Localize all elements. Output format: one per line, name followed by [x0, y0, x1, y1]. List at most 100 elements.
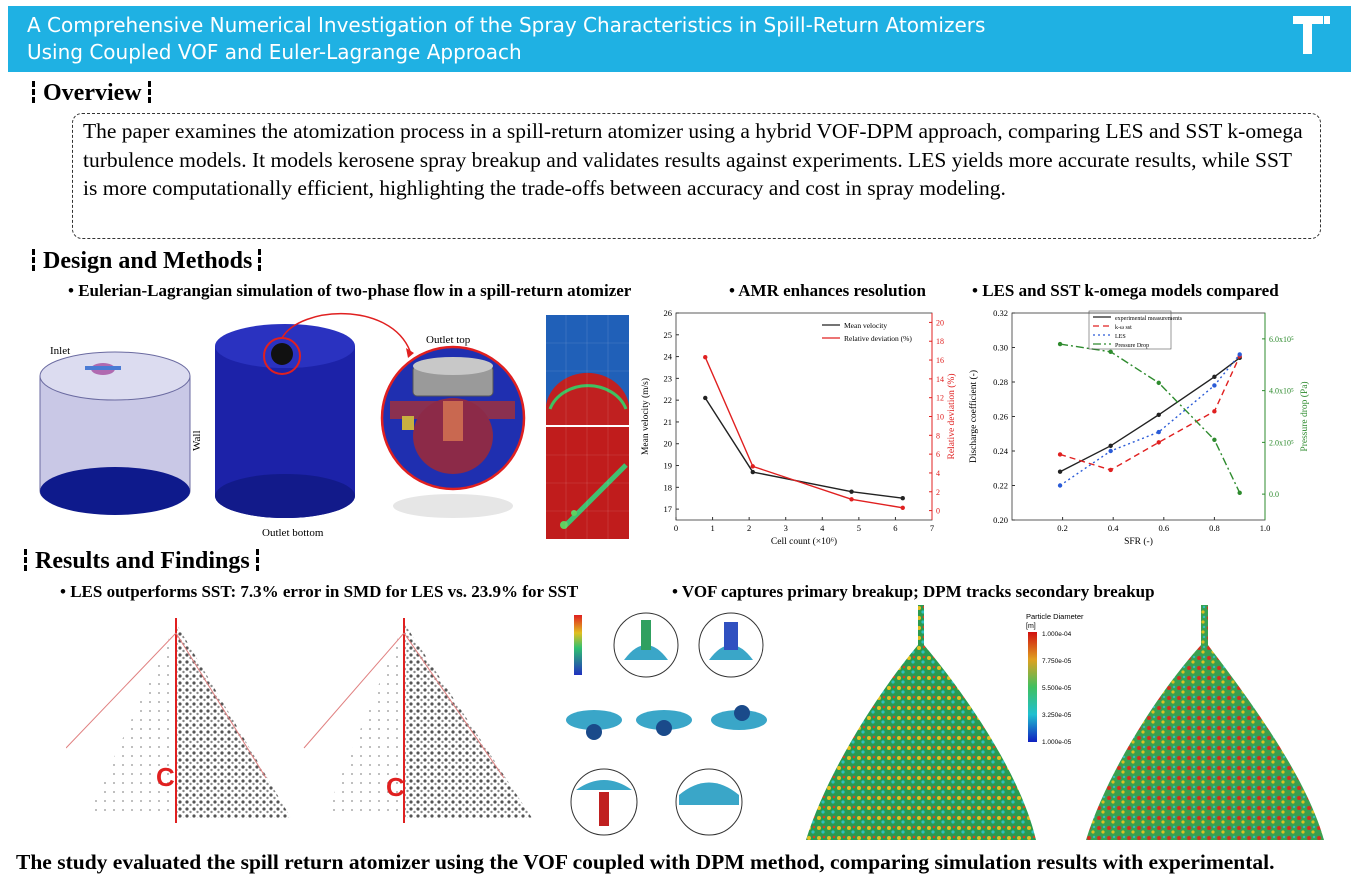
y2-tick-label: 2.0x10⁵	[1269, 438, 1294, 447]
design-bullet-2: • AMR enhances resolution	[729, 281, 926, 300]
series-line-0	[704, 397, 903, 499]
series-point-0	[1108, 443, 1113, 449]
series-point-1	[1156, 440, 1161, 445]
colorbar-tick-3: 5.500e-05	[1042, 685, 1072, 692]
y-tick-label: 0.22	[993, 481, 1008, 491]
series-point-0	[703, 395, 708, 401]
particle-diameter-colorbar: Particle Diameter [m] 1.000e-04 7.750e-0…	[1026, 612, 1084, 746]
y-tick-label: 20	[664, 439, 673, 449]
outlet-bottom-label: Outlet bottom	[262, 527, 324, 539]
series-point-0	[750, 469, 755, 475]
poster-title: A Comprehensive Numerical Investigation …	[27, 12, 985, 66]
wall-label: Wall	[191, 431, 203, 452]
series-point-1	[900, 505, 905, 510]
series-point-1	[1212, 409, 1217, 414]
series-point-2	[1212, 383, 1217, 388]
streamline-figure	[566, 612, 767, 836]
legend-label-2: LES	[1115, 334, 1126, 340]
legend-label-1: k-ω sst	[1115, 325, 1132, 331]
inlet-label: Inlet	[50, 345, 70, 357]
y-tick-label: 22	[664, 395, 673, 405]
series-point-2	[1057, 483, 1063, 488]
x-tick-label: 1.0	[1260, 523, 1271, 533]
x-tick-label: 3	[784, 523, 788, 533]
series-point-3	[1156, 380, 1161, 386]
outlet-top-label: Outlet top	[426, 334, 471, 346]
series-point-2	[1108, 448, 1113, 454]
x-tick-label: 5	[857, 523, 861, 533]
dpm-particle-spray-figure: Particle Diameter [m] 1.000e-04 7.750e-0…	[806, 605, 1324, 840]
series-line-3	[1059, 343, 1241, 494]
spray-angle-comparison-figure: C C	[66, 618, 536, 823]
x-tick-label: 4	[820, 523, 825, 533]
series-point-0	[1212, 374, 1217, 380]
series-point-1	[1108, 467, 1113, 473]
y2-tick-label: 4	[936, 469, 940, 478]
x-tick-label: 1	[710, 523, 714, 533]
y-tick-label: 18	[664, 482, 673, 492]
design-heading-text: Design and Methods	[43, 248, 253, 274]
series-point-0	[849, 489, 854, 494]
spray-label-c-2: C	[386, 772, 405, 802]
discharge-coefficient-chart: 0.2 0.4 0.6 0.8 1.0 0.20 0.22 0.24 0.26 0.28 0.30 0…	[968, 308, 1310, 547]
design-bullet-3: • LES and SST k-omega models compared	[972, 281, 1279, 300]
y-tick-label: 19	[664, 461, 673, 471]
series-line-0	[1059, 357, 1241, 473]
results-bullet-2: • VOF captures primary breakup; DPM trac…	[672, 582, 1155, 601]
series-line-1	[1059, 355, 1241, 471]
y-tick-label: 26	[664, 308, 673, 318]
dpm-spray-les	[806, 605, 1036, 840]
spray-label-c-1: C	[156, 762, 175, 792]
series-point-1	[750, 464, 755, 469]
y2-tick-label: 18	[936, 337, 944, 346]
series-line-1	[704, 356, 903, 509]
series-point-1	[1057, 452, 1063, 457]
solid-domain-cylinder	[215, 324, 355, 518]
y-tick-label: 17	[664, 504, 673, 514]
results-bullet-1: • LES outperforms SST: 7.3% error in SMD…	[60, 582, 579, 601]
legend-box	[1088, 310, 1172, 350]
series-point-2	[1156, 429, 1161, 435]
overview-heading-text: Overview	[43, 80, 142, 106]
y-tick-label: 25	[664, 330, 673, 340]
series-line-2	[1059, 353, 1241, 487]
design-bullet-1: • Eulerian-Lagrangian simulation of two-…	[68, 281, 632, 300]
series-point-1	[703, 355, 708, 360]
y2-tick-label: 6.0x10⁵	[1269, 335, 1294, 344]
legend-label-1: Relative deviation (%)	[844, 334, 912, 343]
x-tick-label: 2	[747, 523, 751, 533]
colorbar-tick-5: 1.000e-05	[1042, 739, 1072, 746]
y-tick-label: 0.28	[993, 377, 1008, 387]
series-point-2	[1237, 352, 1242, 357]
y-tick-label: 0.26	[993, 412, 1008, 422]
brand-logo-icon	[1293, 16, 1330, 54]
spray-image-sst: C	[303, 618, 536, 823]
legend-label-0: Mean velocity	[844, 321, 887, 330]
series-point-3	[1108, 349, 1113, 355]
x-tick-label: 7	[930, 523, 934, 533]
header-banner: A Comprehensive Numerical Investigation …	[8, 6, 1351, 72]
colorbar-title: Particle Diameter	[1026, 612, 1084, 621]
y-tick-label: 0.32	[993, 308, 1008, 318]
x-tick-label: 0.8	[1209, 523, 1220, 533]
y2-axis-label: Relative deviation (%)	[946, 374, 957, 460]
x-tick-label: 0.6	[1158, 523, 1169, 533]
series-point-0	[1057, 469, 1063, 474]
y2-tick-label: 6	[936, 450, 940, 459]
series-point-0	[1156, 412, 1161, 417]
y-tick-label: 0.20	[993, 515, 1008, 525]
x-tick-label: 0	[674, 523, 678, 533]
series-point-1	[849, 497, 854, 502]
colorbar-tick-4: 3.250e-05	[1042, 712, 1072, 719]
y-axis-label: Discharge coefficient (-)	[968, 370, 979, 463]
y2-tick-label: 8	[936, 431, 940, 440]
y-axis-label: Mean velocity (m/s)	[640, 378, 651, 455]
series-point-0	[900, 496, 905, 501]
y2-tick-label: 14	[936, 375, 944, 384]
dpm-spray-sst	[1086, 605, 1324, 840]
title-line-1: A Comprehensive Numerical Investigation …	[27, 13, 986, 37]
colorbar-unit: [m]	[1026, 623, 1036, 630]
overview-text: The paper examines the atomization proce…	[83, 119, 1303, 200]
series-point-3	[1237, 490, 1242, 496]
mesh-independence-chart: 0 1 2 3 4 5 6 717181920212223242526024681012141…	[640, 308, 957, 547]
